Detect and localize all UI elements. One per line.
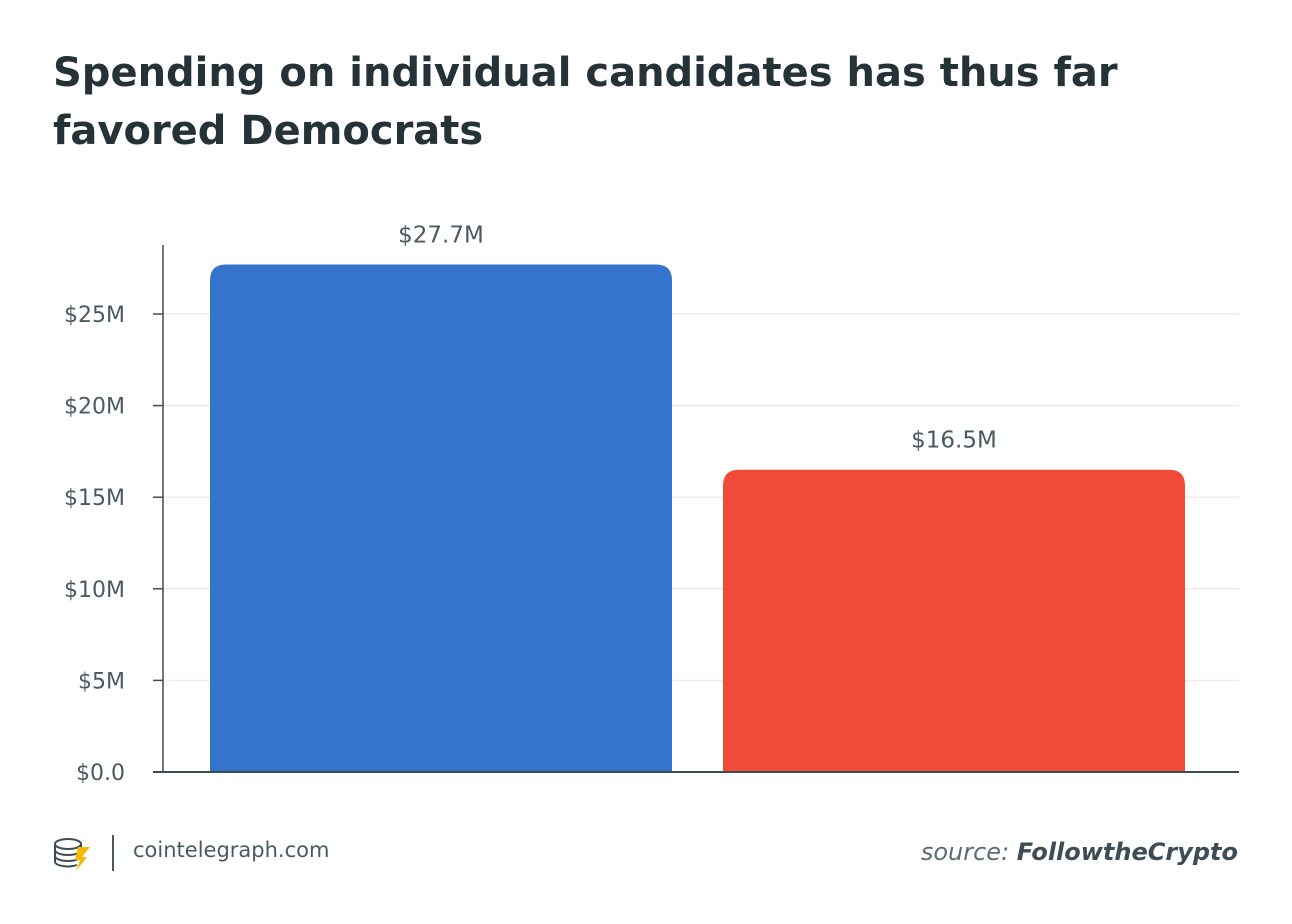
- y-tick-label: $25M: [64, 303, 125, 328]
- source-credit: source: FollowtheCrypto: [921, 838, 1238, 866]
- bar-value-label: $16.5M: [911, 428, 997, 454]
- y-tick-label: $0.0: [76, 761, 125, 786]
- source-name: FollowtheCrypto: [1016, 838, 1238, 866]
- y-tick-label: $15M: [64, 486, 125, 511]
- site-link[interactable]: cointelegraph.com: [133, 838, 330, 862]
- cointelegraph-logo-icon: [52, 833, 92, 873]
- chart-title: Spending on individual candidates has th…: [53, 50, 1118, 154]
- y-tick-label: $20M: [64, 395, 125, 420]
- footer-divider: [112, 835, 114, 871]
- bar-value-label: $27.7M: [398, 223, 484, 249]
- value-labels: $27.7M $16.5M: [398, 223, 997, 454]
- bar: [723, 469, 1185, 772]
- bars: [210, 264, 1185, 772]
- axes: $0.0 $5M $10M $15M $20M $25M: [64, 245, 1239, 786]
- bar: [210, 264, 672, 772]
- y-tick-label: $10M: [64, 578, 125, 603]
- source-prefix: source:: [920, 838, 1010, 866]
- y-tick-label: $5M: [78, 669, 125, 694]
